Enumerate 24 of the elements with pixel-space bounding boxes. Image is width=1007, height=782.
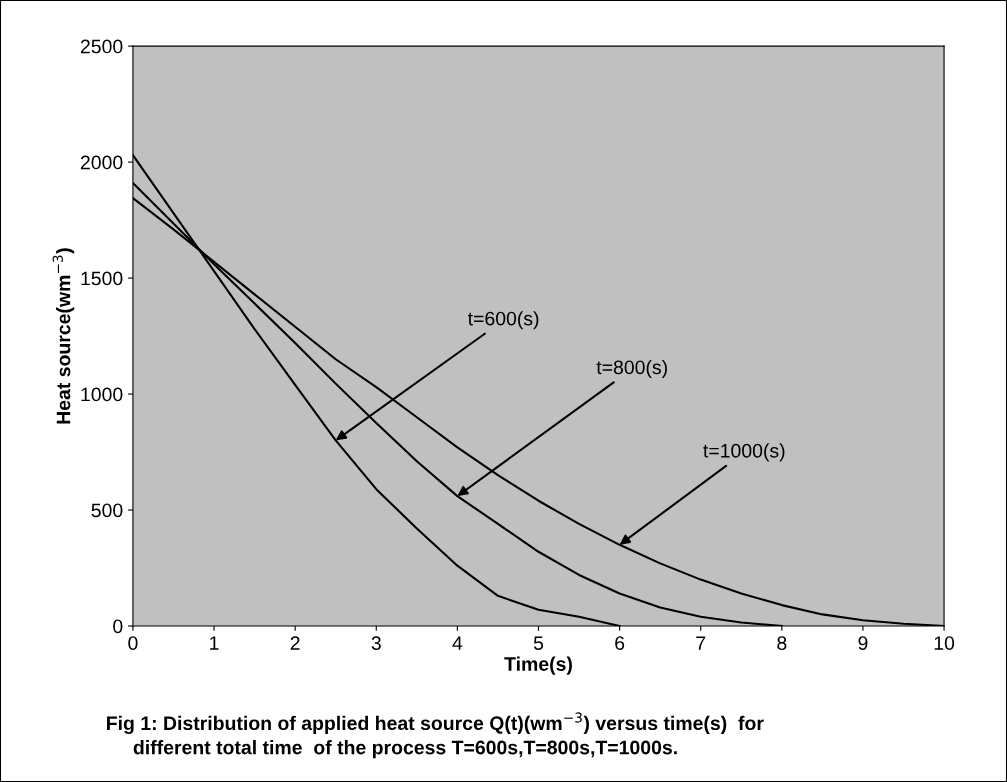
y-tick-label: 0 — [113, 619, 123, 634]
x-tick-label: 1 — [210, 636, 219, 650]
x-tick-label: 10 — [934, 636, 955, 650]
y-tick-label: 500 — [91, 503, 123, 518]
x-tick-label: 2 — [290, 636, 300, 650]
x-tick-label: 7 — [696, 636, 706, 650]
annotation: t=800(s) — [596, 359, 667, 379]
annotation: t=600(s) — [467, 311, 539, 330]
y-axis-title: Heat source(wm$^{−3}$) — [52, 248, 75, 424]
annotation: t=1000(s) — [703, 443, 785, 462]
x-axis-title: Time(s) — [504, 656, 572, 675]
text: different total time of the process T=600s,T=800s,T=1000s. — [133, 740, 677, 759]
x-tick-label: 8 — [777, 636, 787, 650]
x-tick-label: 6 — [615, 636, 625, 650]
x-tick-label: 3 — [371, 636, 381, 650]
y-tick-label: 1000 — [81, 387, 123, 402]
y-tick-label: 2500 — [80, 39, 123, 54]
x-tick-label: 9 — [858, 636, 868, 650]
caption: Fig 1: Distribution of applied heat source Q(t)(wm$^{−3}$) versus time(s) for — [107, 712, 764, 735]
x-tick-label: 0 — [128, 636, 138, 650]
x-tick-label: 4 — [452, 636, 463, 650]
y-tick-label: 1500 — [81, 271, 123, 286]
x-tick-label: 5 — [533, 636, 544, 650]
y-tick-label: 2000 — [80, 155, 123, 170]
